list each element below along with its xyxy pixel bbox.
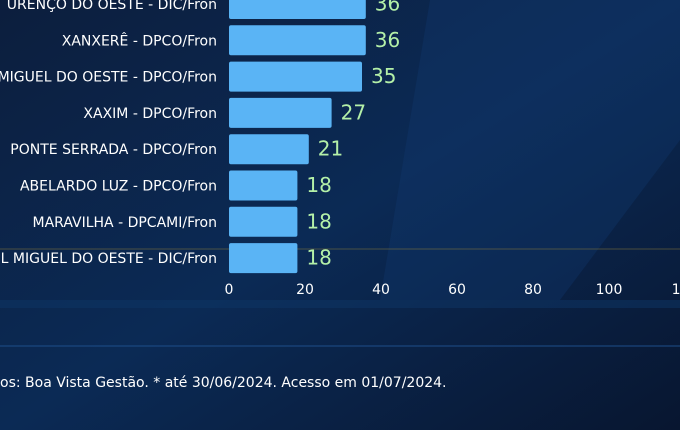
decor — [0, 300, 680, 308]
y-tick-label: XANXERÊ - DPCO/Fron — [62, 31, 217, 49]
y-tick-label: XAXIM - DPCO/Fron — [83, 106, 217, 122]
y-tick-label: PONTE SERRADA - DPCO/Fron — [10, 142, 217, 158]
bar — [229, 97, 332, 128]
x-tick-label: 20 — [296, 282, 314, 298]
y-tick-label: URENÇO DO OESTE - DIC/Fron — [7, 0, 217, 13]
bar — [229, 243, 298, 274]
bar — [229, 206, 298, 237]
value-label: 18 — [306, 173, 331, 197]
source-note: os: Boa Vista Gestão. * até 30/06/2024. … — [0, 375, 447, 391]
value-label: 18 — [306, 246, 331, 270]
x-tick-label: 40 — [372, 282, 390, 298]
bar — [229, 25, 366, 56]
y-tick-label: L MIGUEL DO OESTE - DIC/Fron — [1, 251, 217, 267]
y-tick-label: MARAVILHA - DPCAMI/Fron — [33, 215, 217, 231]
bar — [229, 61, 362, 92]
decor — [380, 0, 680, 300]
x-tick-label: 100 — [596, 282, 623, 298]
x-tick-label: 120 — [672, 282, 680, 298]
value-label: 27 — [341, 100, 366, 124]
x-tick-label: 80 — [524, 282, 542, 298]
value-label: 21 — [318, 137, 343, 161]
bar — [229, 134, 309, 165]
value-label: 18 — [306, 209, 331, 233]
y-tick-label: MIGUEL DO OESTE - DPCO/Fron — [0, 70, 217, 86]
bar — [229, 0, 366, 19]
value-label: 36 — [375, 0, 400, 16]
y-tick-label: ABELARDO LUZ - DPCO/Fron — [20, 179, 217, 195]
bar — [229, 170, 298, 201]
decor — [0, 345, 680, 347]
value-label: 35 — [371, 64, 396, 88]
x-tick-label: 60 — [448, 282, 466, 298]
value-label: 36 — [375, 28, 400, 52]
x-tick-label: 0 — [225, 282, 234, 298]
